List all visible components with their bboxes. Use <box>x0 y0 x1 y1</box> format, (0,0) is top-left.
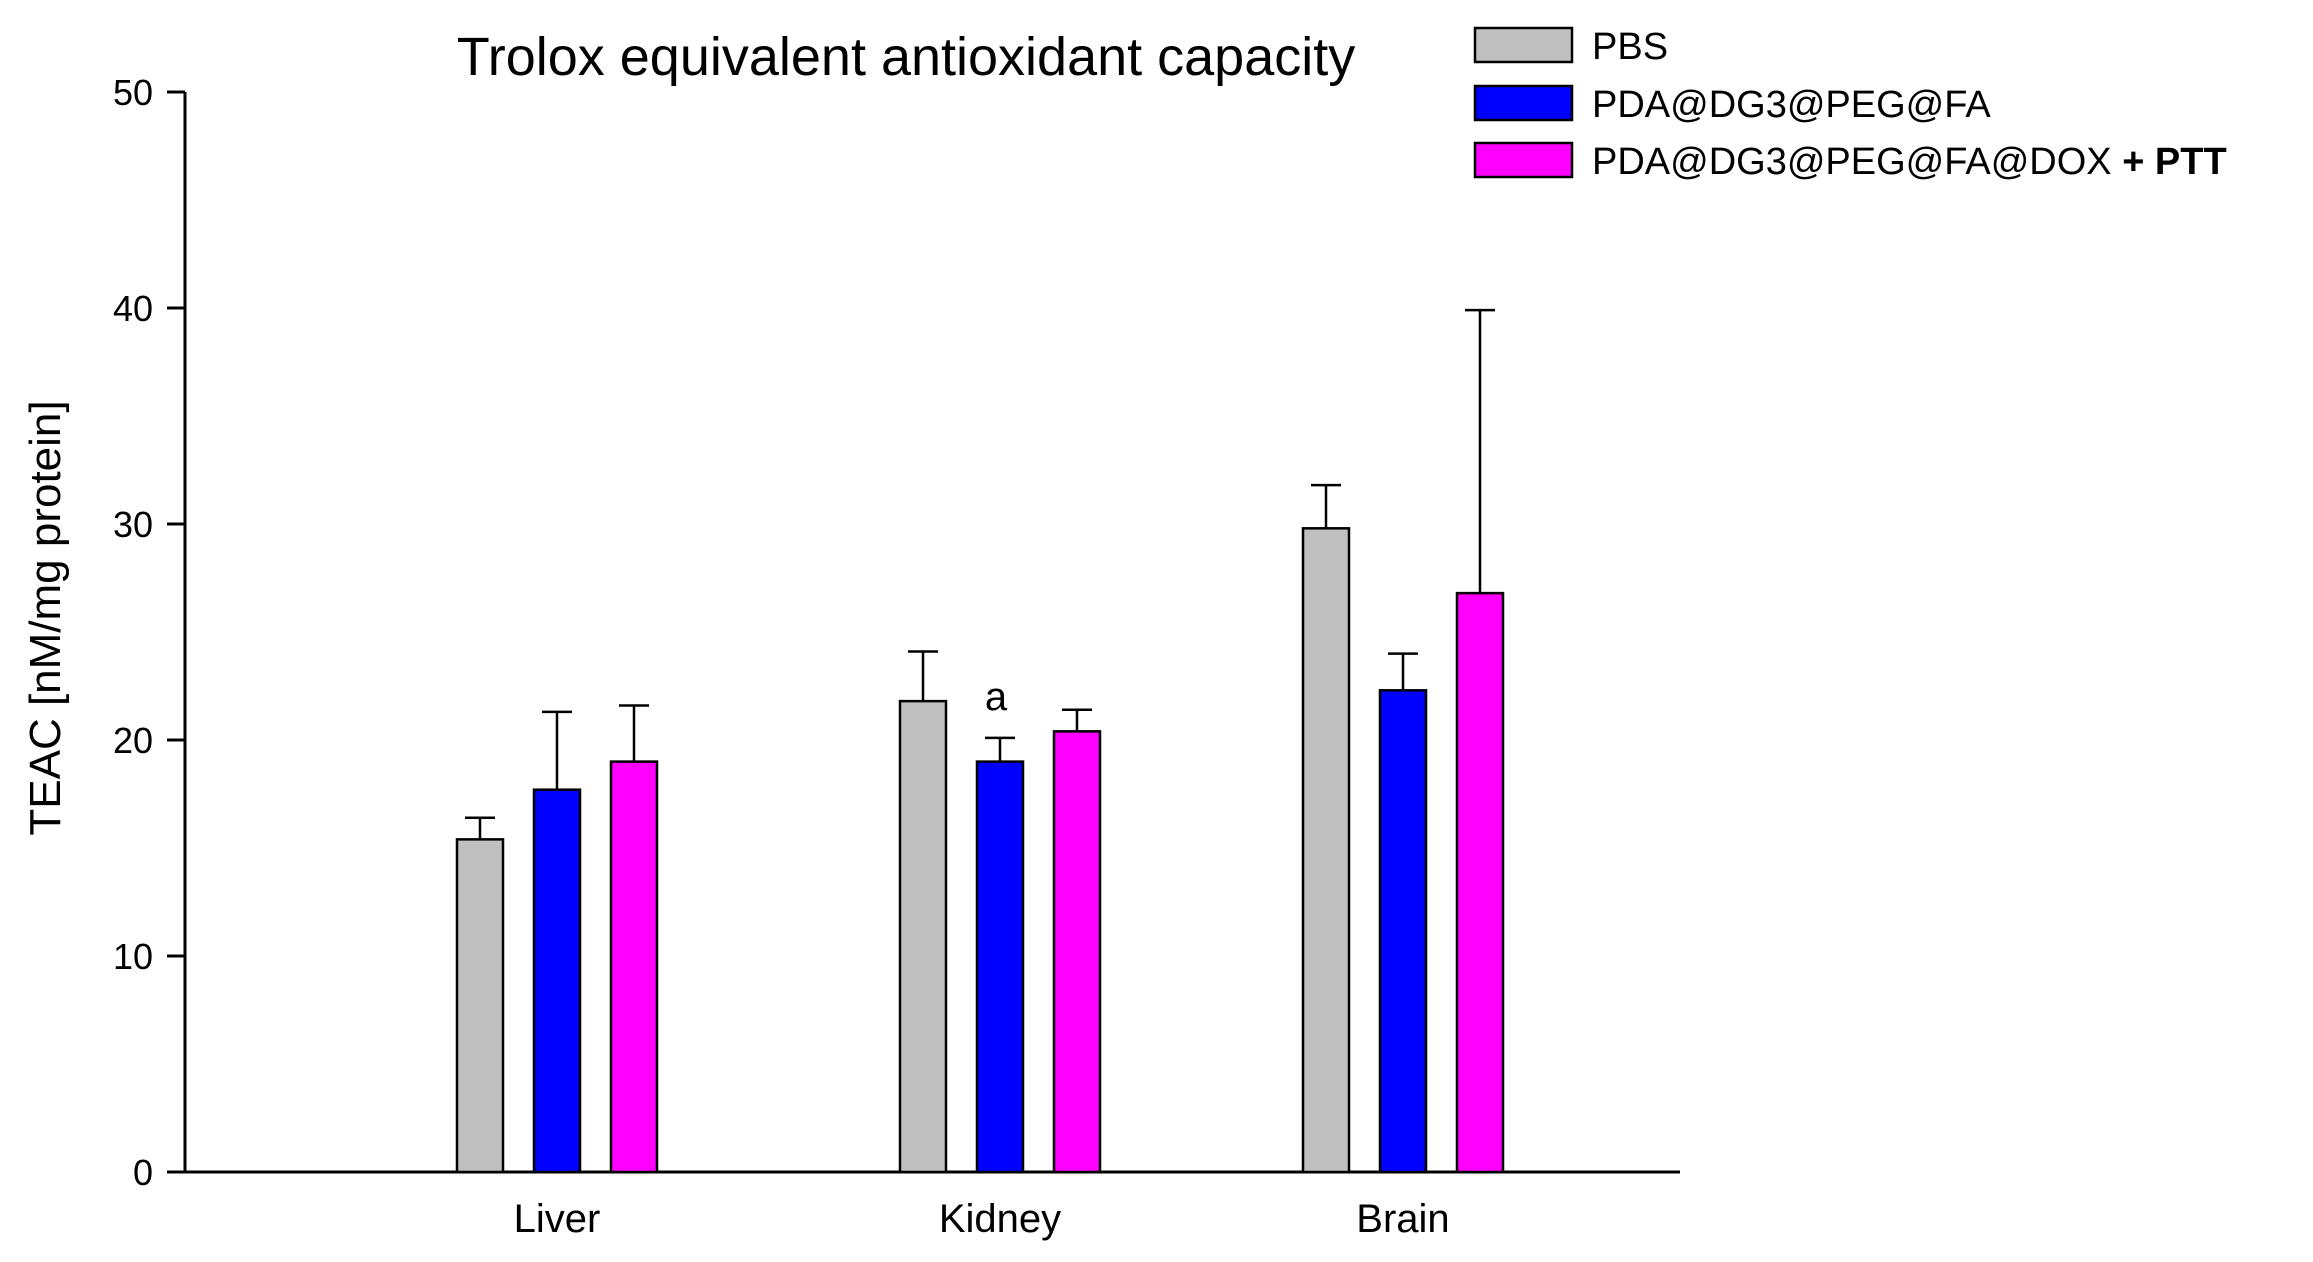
legend: PBS PDA@DG3@PEG@FA PDA@DG3@PEG@FA@DOX + PT… <box>1473 26 2227 183</box>
bar <box>1378 689 1428 1174</box>
x-tick-label: Liver <box>514 1197 601 1241</box>
error-bars <box>465 308 1495 840</box>
y-tick-label: 40 <box>113 288 153 329</box>
legend-swatch <box>1473 26 1574 64</box>
labels: Trolox equivalent antioxidant capacity T… <box>21 27 1450 1241</box>
legend-label: PDA@DG3@PEG@FA <box>1592 84 1991 126</box>
bar <box>455 838 505 1174</box>
legend-label-suffix: + PTT <box>2122 141 2227 183</box>
legend-label: PDA@DG3@PEG@FA@DOX + PTT <box>1592 141 2227 183</box>
y-tick-label: 50 <box>113 72 153 113</box>
y-tick-label: 30 <box>113 504 153 545</box>
chart-title: Trolox equivalent antioxidant capacity <box>457 27 1356 87</box>
y-tick-label: 10 <box>113 936 153 977</box>
annotation-label: a <box>985 675 1008 719</box>
bar <box>898 699 948 1174</box>
y-tick-label: 20 <box>113 720 153 761</box>
legend-swatch <box>1473 84 1574 122</box>
y-axis-label: TEAC [nM/mg protein] <box>21 400 70 835</box>
bar <box>1052 730 1102 1174</box>
bar <box>1301 527 1351 1174</box>
bars <box>455 527 1505 1174</box>
bar <box>975 760 1025 1174</box>
bar <box>1455 591 1505 1174</box>
bar <box>609 760 659 1174</box>
y-tick-label: 0 <box>133 1152 153 1193</box>
x-tick-label: Brain <box>1356 1197 1449 1241</box>
axes: 0 10 20 30 40 50 <box>113 72 1680 1193</box>
legend-label: PBS <box>1592 26 1668 68</box>
legend-swatch <box>1473 141 1574 179</box>
x-tick-label: Kidney <box>939 1197 1061 1241</box>
bar <box>532 788 582 1174</box>
